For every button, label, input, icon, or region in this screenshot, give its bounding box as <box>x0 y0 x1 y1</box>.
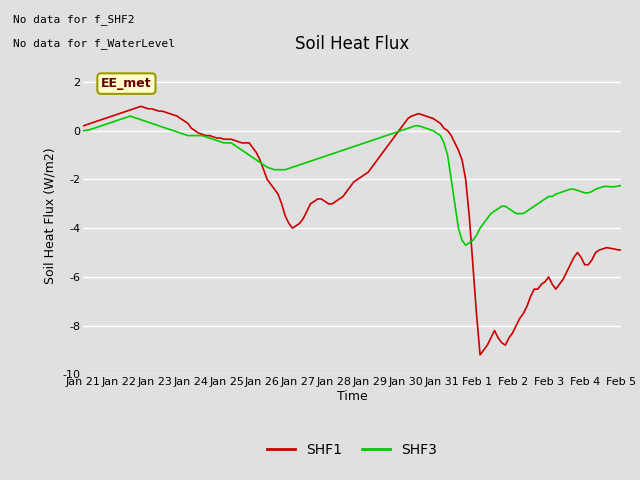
SHF1 <box>137 104 145 109</box>
Legend: SHF1, SHF3: SHF1, SHF3 <box>261 437 443 463</box>
SHF1 <box>364 169 372 175</box>
SHF3 <box>386 132 394 137</box>
Title: Soil Heat Flux: Soil Heat Flux <box>295 35 409 53</box>
X-axis label: Time: Time <box>337 390 367 403</box>
SHF3 <box>260 162 268 168</box>
Text: No data for f_WaterLevel: No data for f_WaterLevel <box>13 38 175 49</box>
SHF3 <box>364 139 372 144</box>
SHF3 <box>79 128 87 133</box>
SHF1 <box>454 147 462 153</box>
Line: SHF3: SHF3 <box>83 116 621 245</box>
SHF3 <box>126 113 134 119</box>
SHF1 <box>476 352 484 358</box>
SHF1 <box>386 140 394 146</box>
Y-axis label: Soil Heat Flux (W/m2): Soil Heat Flux (W/m2) <box>44 148 57 284</box>
SHF1 <box>531 286 538 292</box>
Text: EE_met: EE_met <box>101 77 152 90</box>
SHF3 <box>462 242 470 248</box>
SHF1 <box>260 167 268 173</box>
SHF3 <box>296 162 303 168</box>
SHF3 <box>617 183 625 189</box>
Line: SHF1: SHF1 <box>83 107 621 355</box>
SHF3 <box>531 204 538 209</box>
Text: No data for f_SHF2: No data for f_SHF2 <box>13 14 134 25</box>
SHF1 <box>79 123 87 129</box>
SHF1 <box>617 247 625 253</box>
SHF1 <box>296 220 303 226</box>
SHF3 <box>454 225 462 231</box>
